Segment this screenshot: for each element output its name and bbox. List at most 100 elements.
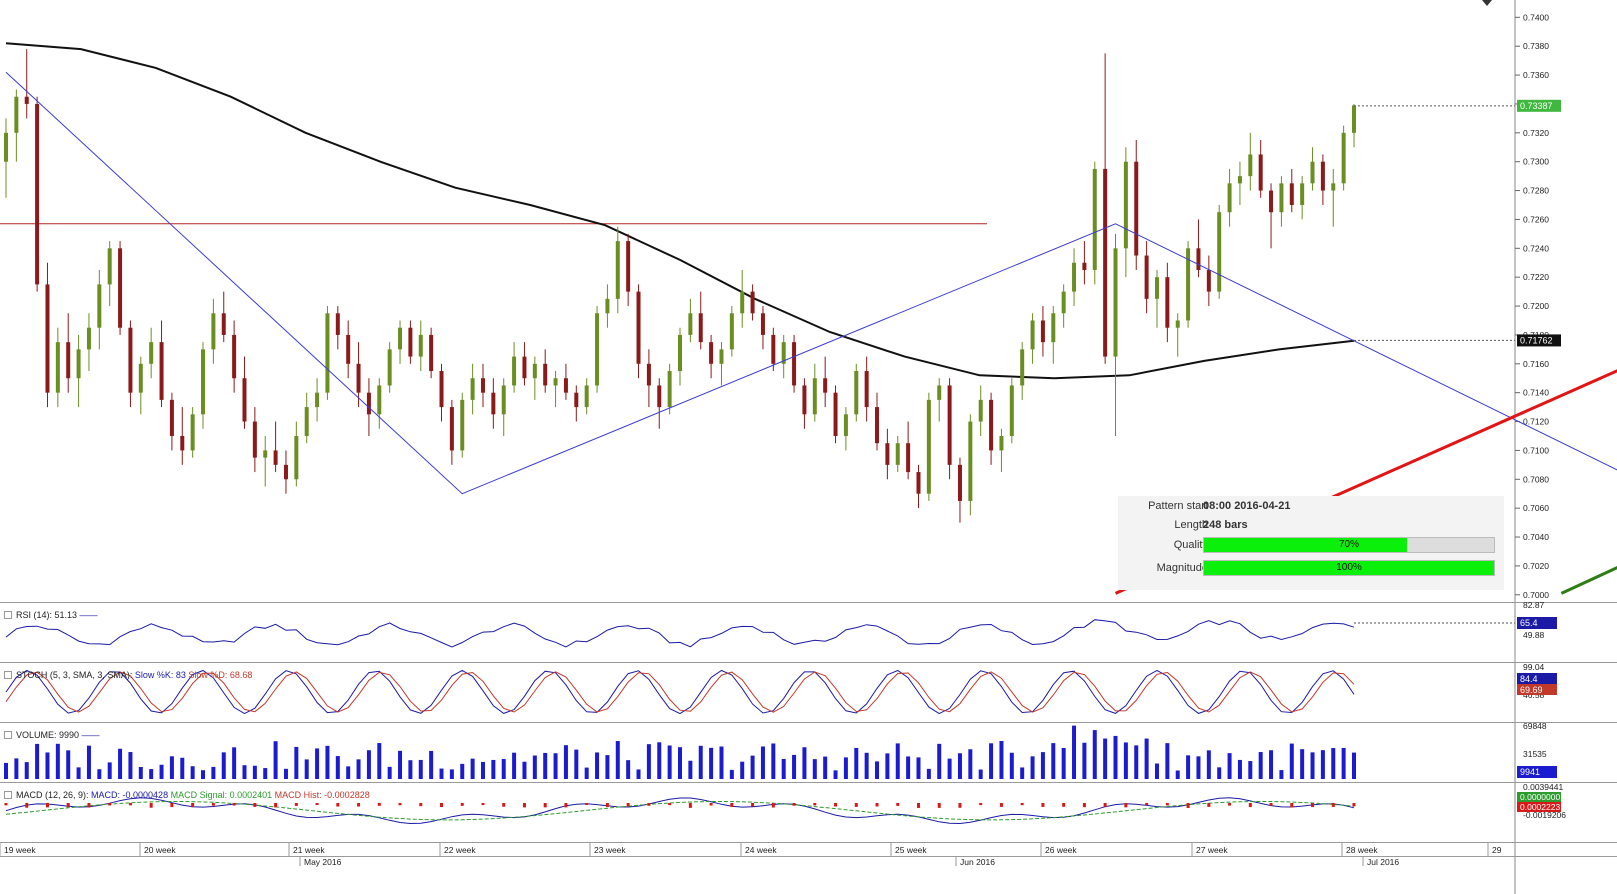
volume-bar [242,765,247,779]
candle-body [491,392,496,415]
candle-body [605,298,610,314]
stoch-k-text: 84.4 [1520,674,1538,684]
week-label: 26 week [1045,845,1077,855]
volume-bar [398,750,403,779]
macd-hist-bar [1311,803,1315,808]
candle-body [688,313,693,335]
volume-bar [595,752,600,779]
rsi-label: RSI (14): 51.13 —— [4,610,98,620]
volume-bar [1009,752,1014,779]
close-icon[interactable] [4,611,12,619]
candle-body [45,284,50,393]
volume-bar [1279,770,1284,779]
close-icon[interactable] [4,731,12,739]
candle-body [242,378,247,422]
pattern-start-row: Pattern start 08:00 2016-04-21 [1118,498,1504,516]
candle-body [875,407,880,444]
volume-bar [646,744,651,779]
price-tick-label: 0.7200 [1523,301,1549,311]
candle-body [66,342,71,379]
candle-body [916,472,921,494]
candle-body [35,103,40,285]
candle-body [1165,277,1170,328]
candle-body [449,407,454,451]
rsi-line [5,619,1355,648]
volume-bar [45,752,50,779]
macd-hist-bar [1248,803,1252,808]
volume-bar [460,763,465,779]
volume-value-text: 9941 [1520,767,1540,777]
volume-bar [107,762,112,779]
macd-line [5,797,1355,825]
candle-body [1206,269,1211,292]
close-icon[interactable] [4,671,12,679]
macd-hist-bar [87,803,91,808]
candle-body [709,342,714,364]
macd-hist-bar [875,803,879,807]
volume-bar [1020,767,1025,779]
candle-body [76,349,81,379]
macd-hist-bar [66,803,70,808]
candle-body [97,284,102,328]
candle-body [1352,105,1356,133]
macd-hist-bar [440,803,444,808]
magnitude-bar-fill [1204,561,1494,575]
candle-body [273,450,278,465]
macd-hist-bar [45,803,49,808]
volume-bar [1082,742,1087,779]
magnitude-label: Magnitude [1156,562,1208,574]
candle-body [1175,320,1180,328]
macd-hist-bar [315,803,319,806]
candle-body [429,334,434,372]
volume-bar [201,770,206,779]
volume-bar [66,750,71,779]
candle-body [719,349,724,364]
volume-bar [823,756,828,779]
candle-body [211,313,216,350]
rsi-bottom-label: 49.88 [1523,630,1545,640]
candle-body [325,313,330,393]
volume-bar [657,742,662,779]
volume-bar [335,756,340,779]
volume-bar [180,757,185,779]
candle-body [1072,262,1077,292]
candle-body [1279,183,1284,213]
dropdown-arrow-icon[interactable] [1482,0,1492,6]
volume-bar [1072,725,1077,779]
candle-body [1134,161,1139,256]
price-tick-label: 0.7040 [1523,532,1549,542]
week-label: 19 week [4,845,36,855]
candle-body [1092,168,1097,270]
candle-body [937,385,942,400]
candle-body [169,399,174,436]
macd-hist-bar [336,803,340,807]
volume-bar [1310,752,1315,779]
candle-body [1154,277,1159,299]
candle-body [657,385,662,408]
volume-bar [55,743,60,779]
candle-body [356,363,361,393]
candle-body [263,450,268,458]
candle-body [4,132,8,162]
volume-bar [1103,738,1108,779]
candle-body [1186,248,1191,321]
candle-body [86,327,91,350]
rsi-top-label: 82.87 [1523,600,1545,610]
volume-bar [294,746,299,779]
volume-bar [709,747,714,779]
candle-body [460,399,465,451]
volume-bar [864,752,869,779]
candle-body [553,378,558,386]
price-tick-label: 0.7220 [1523,272,1549,282]
volume-bar [211,766,216,779]
month-label: Jun 2016 [960,857,995,867]
volume-bar [1186,755,1191,779]
candle-body [667,371,672,408]
close-icon[interactable] [4,791,12,799]
macd-hist-bar [605,803,609,807]
macd-hist-bar [1352,803,1356,807]
volume-bar [14,758,19,779]
candle-body [118,248,123,328]
macd-hist-bar [647,803,651,806]
volume-bar [449,769,454,779]
